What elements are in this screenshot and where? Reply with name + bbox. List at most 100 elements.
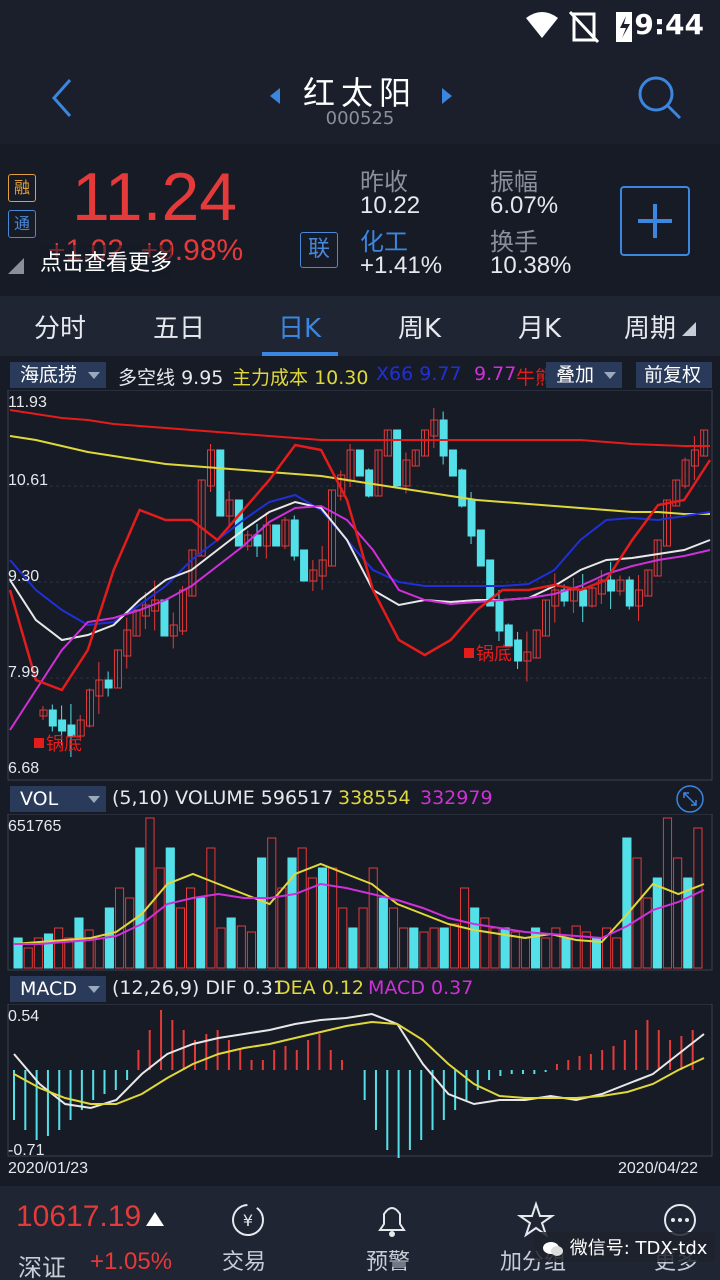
macd-value: 0.37 (431, 977, 474, 999)
candle (393, 429, 402, 487)
tab-monthly-k[interactable]: 月K (518, 314, 562, 344)
period-corner-icon (682, 322, 696, 336)
search-icon[interactable] (636, 74, 684, 122)
date-end: 2020/04/22 (618, 1160, 699, 1177)
chart-frame (7, 390, 713, 781)
fullscreen-icon[interactable] (674, 784, 706, 814)
last-price: 11.24 (72, 159, 238, 235)
volume-bar (277, 887, 287, 969)
volume-bar (84, 929, 94, 969)
candle (579, 589, 588, 607)
next-stock-icon[interactable] (436, 86, 456, 106)
kline-chart[interactable] (0, 390, 720, 782)
volume-bar (348, 927, 358, 969)
legend-item-4: 9.77 (474, 363, 517, 385)
dif-line (13, 1012, 705, 1110)
candle (635, 589, 644, 607)
nav-trade[interactable]: 交易 (222, 1250, 267, 1275)
tab-period[interactable]: 周期 (624, 314, 677, 344)
marker-square (34, 738, 44, 748)
candle (113, 649, 122, 689)
volume-bar (33, 937, 43, 969)
back-icon[interactable] (44, 74, 84, 124)
candle (86, 689, 95, 727)
tab-daily-k[interactable]: 日K (278, 314, 322, 344)
candle (318, 559, 327, 577)
volume-bar (409, 927, 419, 969)
sector-label[interactable]: 化工 (360, 228, 408, 256)
candle (551, 589, 560, 607)
candle (95, 679, 104, 697)
y-label-2: 10.61 (8, 472, 49, 489)
overlay-select[interactable]: 叠加 (546, 362, 622, 388)
volume-bar (13, 937, 23, 969)
legend-item-3: X66 9.77 (376, 363, 462, 385)
candle (309, 569, 318, 582)
candle (39, 709, 48, 717)
candle (504, 624, 513, 647)
macd-y-top: 0.54 (8, 1008, 40, 1025)
star-icon[interactable] (516, 1200, 556, 1240)
candle (123, 629, 132, 657)
quote-panel[interactable]: 融 通 11.24 +1.02 +9.98% 点击查看更多 联 昨收 10.22… (0, 150, 720, 290)
legend-item-5: 牛熊 (516, 367, 555, 389)
vol-ma5-line (13, 862, 705, 945)
volume-bar (541, 937, 551, 969)
tab-weekly-k[interactable]: 周K (398, 314, 442, 344)
volume-bar (186, 887, 196, 969)
adjust-button[interactable]: 前复权 (636, 362, 712, 388)
bottom-marker-1: 锅底 (46, 734, 82, 755)
index-change: +1.05% (90, 1248, 173, 1275)
index-value[interactable]: 10617.19 (16, 1200, 142, 1233)
nav-alert[interactable]: 预警 (366, 1250, 411, 1275)
trade-icon[interactable]: ¥ (228, 1200, 268, 1240)
main-indicator-select[interactable]: 海底捞 (10, 362, 106, 388)
prev-close-value: 10.22 (360, 192, 421, 219)
prev-stock-icon[interactable] (266, 86, 286, 106)
tab-five-day[interactable]: 五日 (153, 314, 206, 344)
clock: 9:44 (634, 8, 704, 41)
status-icons (526, 10, 632, 44)
macd-indicator-select[interactable]: MACD (10, 976, 106, 1002)
macd-frame (7, 1004, 713, 1157)
volume-bar (399, 927, 409, 969)
ma-red-line (9, 409, 710, 447)
active-tab-indicator (262, 352, 338, 356)
expand-corner-icon (8, 258, 24, 274)
volume-bar (642, 897, 652, 969)
candle (188, 549, 197, 597)
dea-line (13, 1020, 705, 1105)
volume-chart[interactable] (0, 814, 720, 972)
volume-bar (419, 931, 429, 969)
macd-chart[interactable] (0, 1004, 720, 1158)
y-label-5: 6.68 (8, 760, 40, 777)
volume-bar (693, 827, 703, 969)
vol-indicator-select[interactable]: VOL (10, 786, 106, 812)
linked-button[interactable]: 联 (300, 232, 338, 268)
tab-intraday[interactable]: 分时 (34, 314, 87, 344)
candle (272, 524, 281, 547)
stock-code: 000525 (325, 108, 395, 129)
watermark: 微信号: TDX-tdx (534, 1232, 716, 1262)
volume-bar (388, 907, 399, 969)
candle (672, 479, 681, 507)
volume-bar (287, 857, 297, 969)
candle (253, 534, 262, 547)
wifi-icon (526, 12, 558, 38)
more-info-tip[interactable]: 点击查看更多 (40, 245, 173, 277)
candle (700, 429, 709, 457)
bell-icon[interactable] (372, 1200, 412, 1240)
index-name: 深证 (18, 1254, 66, 1280)
candle (597, 579, 606, 595)
candle (225, 499, 234, 517)
sector-change: +1.41% (360, 252, 443, 279)
volume-bar (43, 933, 54, 969)
y-label-4: 7.99 (8, 664, 40, 681)
candle (662, 499, 671, 547)
add-watchlist-button[interactable] (620, 186, 690, 256)
candle (467, 499, 476, 537)
candle (616, 579, 625, 592)
volume-bar (520, 937, 531, 969)
volume-bar (470, 907, 480, 969)
candle (169, 624, 178, 637)
